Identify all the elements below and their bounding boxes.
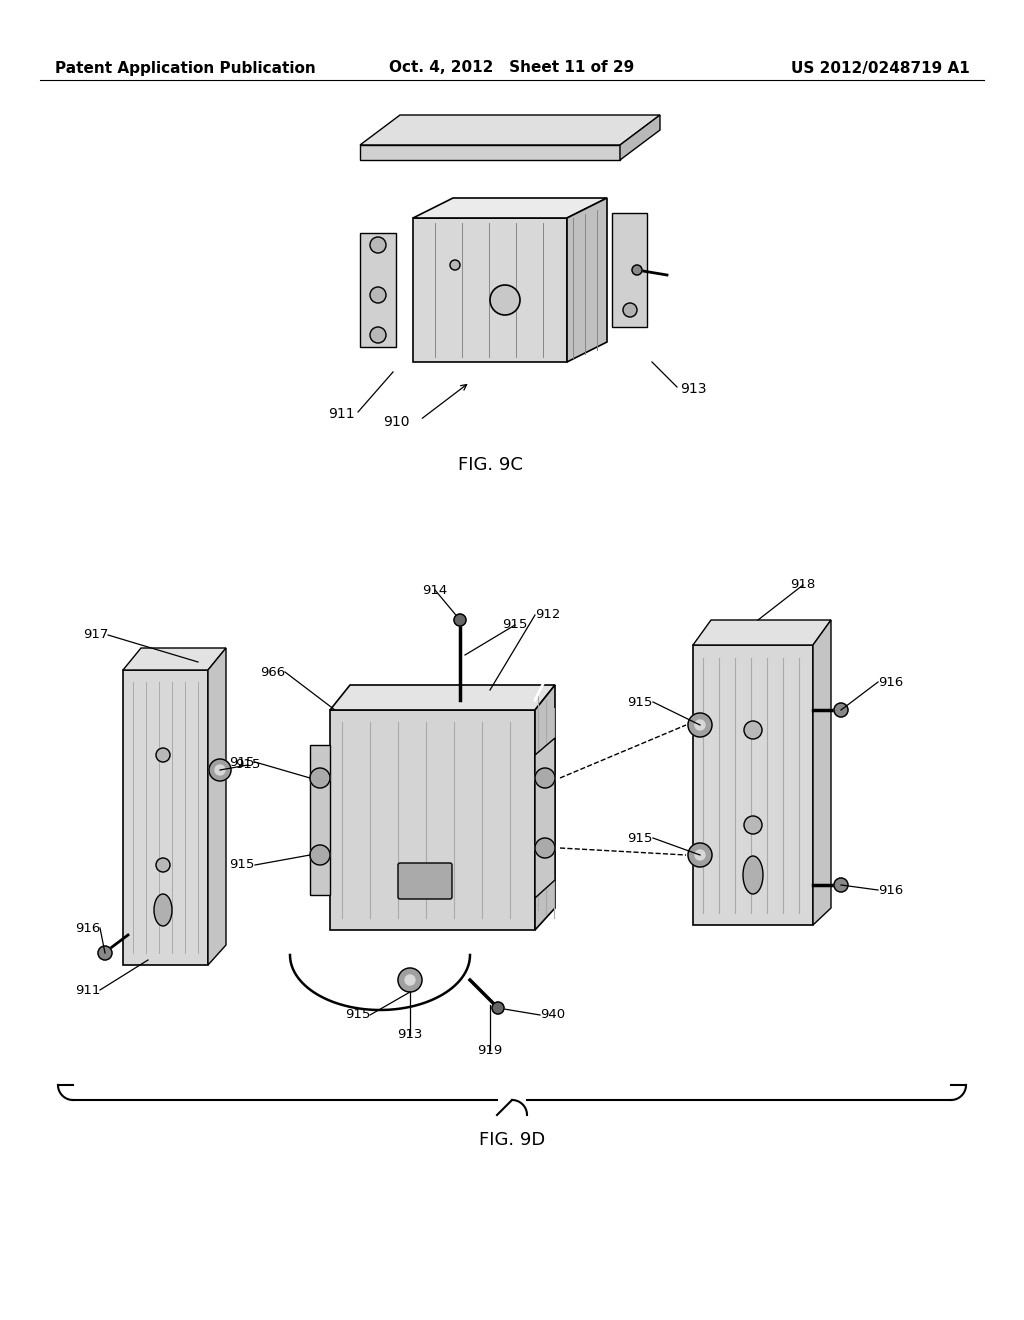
Ellipse shape bbox=[154, 894, 172, 927]
Circle shape bbox=[834, 878, 848, 892]
Text: 916: 916 bbox=[878, 676, 903, 689]
Text: 966: 966 bbox=[260, 665, 285, 678]
FancyBboxPatch shape bbox=[398, 863, 452, 899]
Text: 916: 916 bbox=[75, 921, 100, 935]
Polygon shape bbox=[693, 620, 831, 645]
Circle shape bbox=[454, 614, 466, 626]
Circle shape bbox=[834, 704, 848, 717]
Polygon shape bbox=[620, 115, 660, 160]
Circle shape bbox=[406, 975, 415, 985]
Text: 910: 910 bbox=[384, 414, 410, 429]
Polygon shape bbox=[208, 648, 226, 965]
Circle shape bbox=[688, 843, 712, 867]
Text: FIG. 9C: FIG. 9C bbox=[458, 455, 522, 474]
Text: 915: 915 bbox=[236, 759, 261, 771]
Text: Patent Application Publication: Patent Application Publication bbox=[55, 61, 315, 75]
Circle shape bbox=[215, 766, 225, 775]
Polygon shape bbox=[360, 234, 396, 347]
Text: 917: 917 bbox=[83, 628, 108, 642]
Text: 915: 915 bbox=[503, 619, 527, 631]
Text: 919: 919 bbox=[477, 1044, 503, 1056]
Polygon shape bbox=[413, 218, 567, 362]
Text: 940: 940 bbox=[540, 1008, 565, 1022]
Polygon shape bbox=[330, 710, 535, 931]
Text: 912: 912 bbox=[535, 609, 560, 622]
Circle shape bbox=[688, 713, 712, 737]
Circle shape bbox=[623, 304, 637, 317]
Circle shape bbox=[156, 748, 170, 762]
Text: 915: 915 bbox=[229, 858, 255, 871]
Text: Oct. 4, 2012   Sheet 11 of 29: Oct. 4, 2012 Sheet 11 of 29 bbox=[389, 61, 635, 75]
Text: 915: 915 bbox=[229, 755, 255, 768]
Text: 911: 911 bbox=[329, 407, 355, 421]
Circle shape bbox=[156, 858, 170, 873]
Text: US 2012/0248719 A1: US 2012/0248719 A1 bbox=[792, 61, 970, 75]
Ellipse shape bbox=[743, 855, 763, 894]
Polygon shape bbox=[413, 198, 607, 218]
Text: 915: 915 bbox=[628, 832, 653, 845]
Circle shape bbox=[450, 260, 460, 271]
Circle shape bbox=[310, 845, 330, 865]
Circle shape bbox=[744, 721, 762, 739]
Circle shape bbox=[632, 265, 642, 275]
Circle shape bbox=[490, 285, 520, 315]
Text: FIG. 9D: FIG. 9D bbox=[479, 1131, 545, 1148]
Polygon shape bbox=[813, 620, 831, 925]
Text: 914: 914 bbox=[422, 583, 447, 597]
Polygon shape bbox=[535, 738, 555, 898]
Circle shape bbox=[744, 816, 762, 834]
Text: 915: 915 bbox=[628, 696, 653, 709]
Circle shape bbox=[535, 768, 555, 788]
Circle shape bbox=[492, 1002, 504, 1014]
Polygon shape bbox=[123, 671, 208, 965]
Polygon shape bbox=[567, 198, 607, 362]
Circle shape bbox=[370, 238, 386, 253]
Polygon shape bbox=[693, 645, 813, 925]
Polygon shape bbox=[360, 115, 660, 145]
Text: 911: 911 bbox=[75, 983, 100, 997]
Circle shape bbox=[398, 968, 422, 993]
Circle shape bbox=[695, 719, 705, 730]
Text: 913: 913 bbox=[397, 1028, 423, 1041]
Polygon shape bbox=[123, 648, 226, 671]
Circle shape bbox=[310, 768, 330, 788]
Polygon shape bbox=[360, 145, 620, 160]
Polygon shape bbox=[330, 685, 555, 710]
Circle shape bbox=[209, 759, 231, 781]
Circle shape bbox=[370, 327, 386, 343]
Text: 916: 916 bbox=[878, 883, 903, 896]
Circle shape bbox=[370, 286, 386, 304]
Polygon shape bbox=[535, 685, 555, 931]
Text: 915: 915 bbox=[345, 1008, 370, 1022]
Circle shape bbox=[535, 838, 555, 858]
Polygon shape bbox=[612, 213, 647, 327]
Text: 913: 913 bbox=[680, 381, 707, 396]
Circle shape bbox=[98, 946, 112, 960]
Circle shape bbox=[695, 850, 705, 861]
Text: 918: 918 bbox=[791, 578, 816, 591]
Polygon shape bbox=[310, 744, 330, 895]
